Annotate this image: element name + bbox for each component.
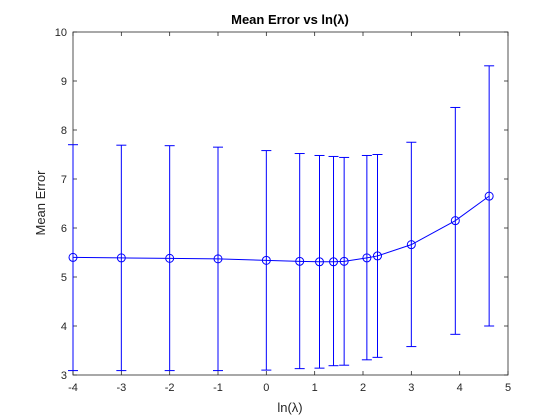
y-tick-label: 10 xyxy=(55,27,67,39)
y-tick-label: 8 xyxy=(61,125,67,137)
data-point xyxy=(68,252,78,262)
data-point xyxy=(406,240,416,250)
y-tick-label: 9 xyxy=(61,76,67,88)
plot-area xyxy=(73,32,508,375)
x-tick-label: -1 xyxy=(213,382,223,394)
x-tick-label: 4 xyxy=(457,382,463,394)
series-line xyxy=(72,195,490,263)
x-tick-label: 0 xyxy=(263,382,269,394)
data-point xyxy=(213,254,223,264)
data-point xyxy=(484,191,494,201)
axes: -4 -3 -2 -1 0 1 2 3 4 5 3 4 5 6 7 8 9 10 xyxy=(55,27,511,394)
y-tick-label: 4 xyxy=(61,321,67,333)
y-tick-label: 5 xyxy=(61,272,67,284)
x-tick-label: 5 xyxy=(505,382,511,394)
chart-title: Mean Error vs ln(λ) xyxy=(231,12,349,27)
y-axis-label: Mean Error xyxy=(33,170,48,236)
series-line-group xyxy=(72,195,490,263)
data-point xyxy=(329,257,339,267)
data-point xyxy=(315,257,324,267)
data-point xyxy=(373,251,382,261)
x-tick-label: -4 xyxy=(68,382,78,394)
data-point xyxy=(450,216,460,226)
data-point xyxy=(165,253,175,263)
x-tick-label: 1 xyxy=(312,382,318,394)
data-point xyxy=(339,256,349,266)
x-tick-label: 3 xyxy=(408,382,414,394)
data-point xyxy=(261,255,271,265)
data-point xyxy=(362,253,372,263)
x-tick-label: -3 xyxy=(116,382,126,394)
y-tick-label: 6 xyxy=(61,223,67,235)
data-point xyxy=(116,253,126,263)
data-point xyxy=(295,256,305,266)
x-axis-label: ln(λ) xyxy=(277,400,302,415)
data-markers xyxy=(68,191,494,267)
y-tick-label: 3 xyxy=(61,370,67,382)
x-tick-label: 2 xyxy=(360,382,366,394)
x-tick-label: -2 xyxy=(165,382,175,394)
y-tick-label: 7 xyxy=(61,174,67,186)
